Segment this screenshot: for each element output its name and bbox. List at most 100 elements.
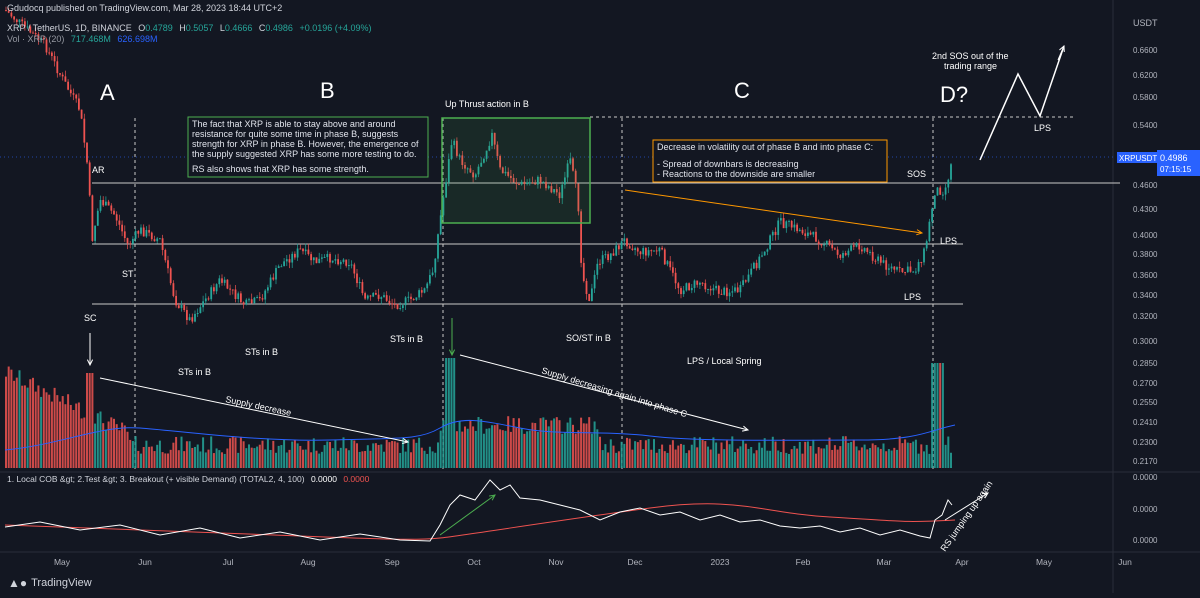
candle-body (429, 275, 431, 284)
candle-body (796, 224, 798, 232)
symbol-legend[interactable]: XRP / TetherUS, 1D, BINANCE O0.4789 H0.5… (7, 23, 372, 44)
candle-body (256, 297, 258, 299)
currency-label: USDT (1133, 18, 1158, 28)
candle-body (53, 56, 56, 62)
volume-bar (482, 433, 485, 468)
candle-body (709, 288, 712, 291)
rs-green-arrow (439, 494, 496, 536)
candle-body (29, 26, 32, 33)
volume-bar (558, 420, 561, 468)
candle-body (148, 230, 150, 233)
volume-bar (458, 421, 461, 468)
tradingview-branding[interactable]: ▲● TradingView (8, 576, 92, 590)
volume-bar (86, 373, 88, 468)
volume-bar (796, 448, 799, 468)
candle-body (204, 298, 207, 302)
phase-c-note-line-1: Decrease in volatility out of phase B an… (657, 142, 873, 152)
volume-bar (788, 453, 790, 468)
candle-body (399, 308, 402, 310)
volume-bar (202, 437, 205, 468)
candle-body (472, 172, 474, 178)
phase-b-note-line-3: strength for XRP in phase B. However, th… (192, 139, 419, 149)
price-tick: 0.3800 (1133, 250, 1158, 259)
candle-body (453, 140, 456, 146)
candle-body (758, 256, 761, 269)
candle-body (142, 227, 145, 237)
volume-bar (817, 447, 820, 468)
volume-bar (91, 373, 94, 468)
candle-body (450, 145, 453, 160)
volume-bar (42, 388, 45, 468)
volume-bar (623, 443, 626, 468)
upthrust-arrow-head (448, 349, 456, 357)
volume-bar (153, 451, 156, 468)
volume-bar (531, 422, 534, 468)
volume-bar (707, 446, 709, 468)
volume-bar (231, 436, 234, 468)
volume-bar (272, 440, 275, 468)
volume-bar (480, 419, 483, 468)
volume-bar (923, 451, 925, 468)
candle-body (496, 144, 499, 157)
indicator-red-line (4, 503, 956, 540)
candle-body (107, 201, 110, 206)
candle-body (936, 187, 939, 196)
volume-bar (266, 438, 269, 468)
label-sts-1: STs in B (178, 367, 211, 377)
volume-bar (277, 445, 280, 468)
volume-bar (604, 444, 607, 468)
upthrust-box[interactable] (441, 117, 591, 224)
volume-bar (693, 437, 696, 468)
candle-body (188, 317, 191, 321)
candle-body (747, 274, 750, 282)
candle-body (78, 98, 80, 110)
phase-c-note-box[interactable]: Decrease in volatility out of phase B an… (652, 139, 888, 183)
volume-bar (520, 428, 523, 468)
volume-bar (771, 436, 774, 468)
change-value: +0.0196 (+4.09%) (299, 23, 371, 33)
candle-body (647, 250, 650, 256)
volume-bar (32, 377, 34, 468)
volume-bar (447, 358, 450, 468)
candle-body (588, 293, 591, 301)
candle-body (280, 266, 283, 268)
volume-bar (191, 447, 194, 468)
candle-body (623, 238, 626, 242)
volume-bar (245, 448, 248, 468)
candle-body (634, 248, 636, 251)
volume-bar (820, 448, 823, 468)
volume-bar (752, 453, 755, 468)
indicator-legend[interactable]: 1. Local COB &gt; 2.Test &gt; 3. Breakou… (7, 474, 370, 484)
candle-body (167, 260, 169, 269)
tradingview-name: TradingView (31, 577, 92, 589)
volume-bar (825, 444, 828, 468)
volume-bar (563, 432, 566, 468)
volume-bar (655, 452, 658, 468)
candle-body (728, 292, 731, 297)
candle-body (296, 248, 299, 258)
candle-body (488, 145, 491, 151)
price-tick: 0.3200 (1133, 312, 1158, 321)
volume-bar (887, 449, 890, 468)
volume-bar (715, 442, 718, 468)
volume-bar (464, 426, 466, 468)
candle-body (515, 182, 518, 185)
volume-bar (928, 453, 931, 468)
svg-text:Vol · XRP (20) 717.468: Vol · XRP (20) 717.468M 626.698M (7, 34, 157, 44)
volume-bar (925, 444, 928, 468)
volume-bar (37, 385, 40, 468)
price-tick: 0.3000 (1133, 337, 1158, 346)
phase-b-note-box[interactable]: The fact that XRP is able to stay above … (187, 116, 429, 178)
candle-body (80, 109, 83, 119)
candle-body (604, 254, 607, 256)
volume-bar (569, 417, 572, 468)
volume-bar (642, 449, 645, 468)
volume-bar (539, 418, 542, 468)
month-tick: Apr (955, 557, 968, 567)
candle-body (804, 233, 807, 236)
label-sts-3: STs in B (390, 334, 423, 344)
candle-body (153, 239, 156, 242)
symbol-name: XRP / TetherUS, 1D, BINANCE (7, 23, 132, 33)
volume-bar (582, 423, 585, 468)
